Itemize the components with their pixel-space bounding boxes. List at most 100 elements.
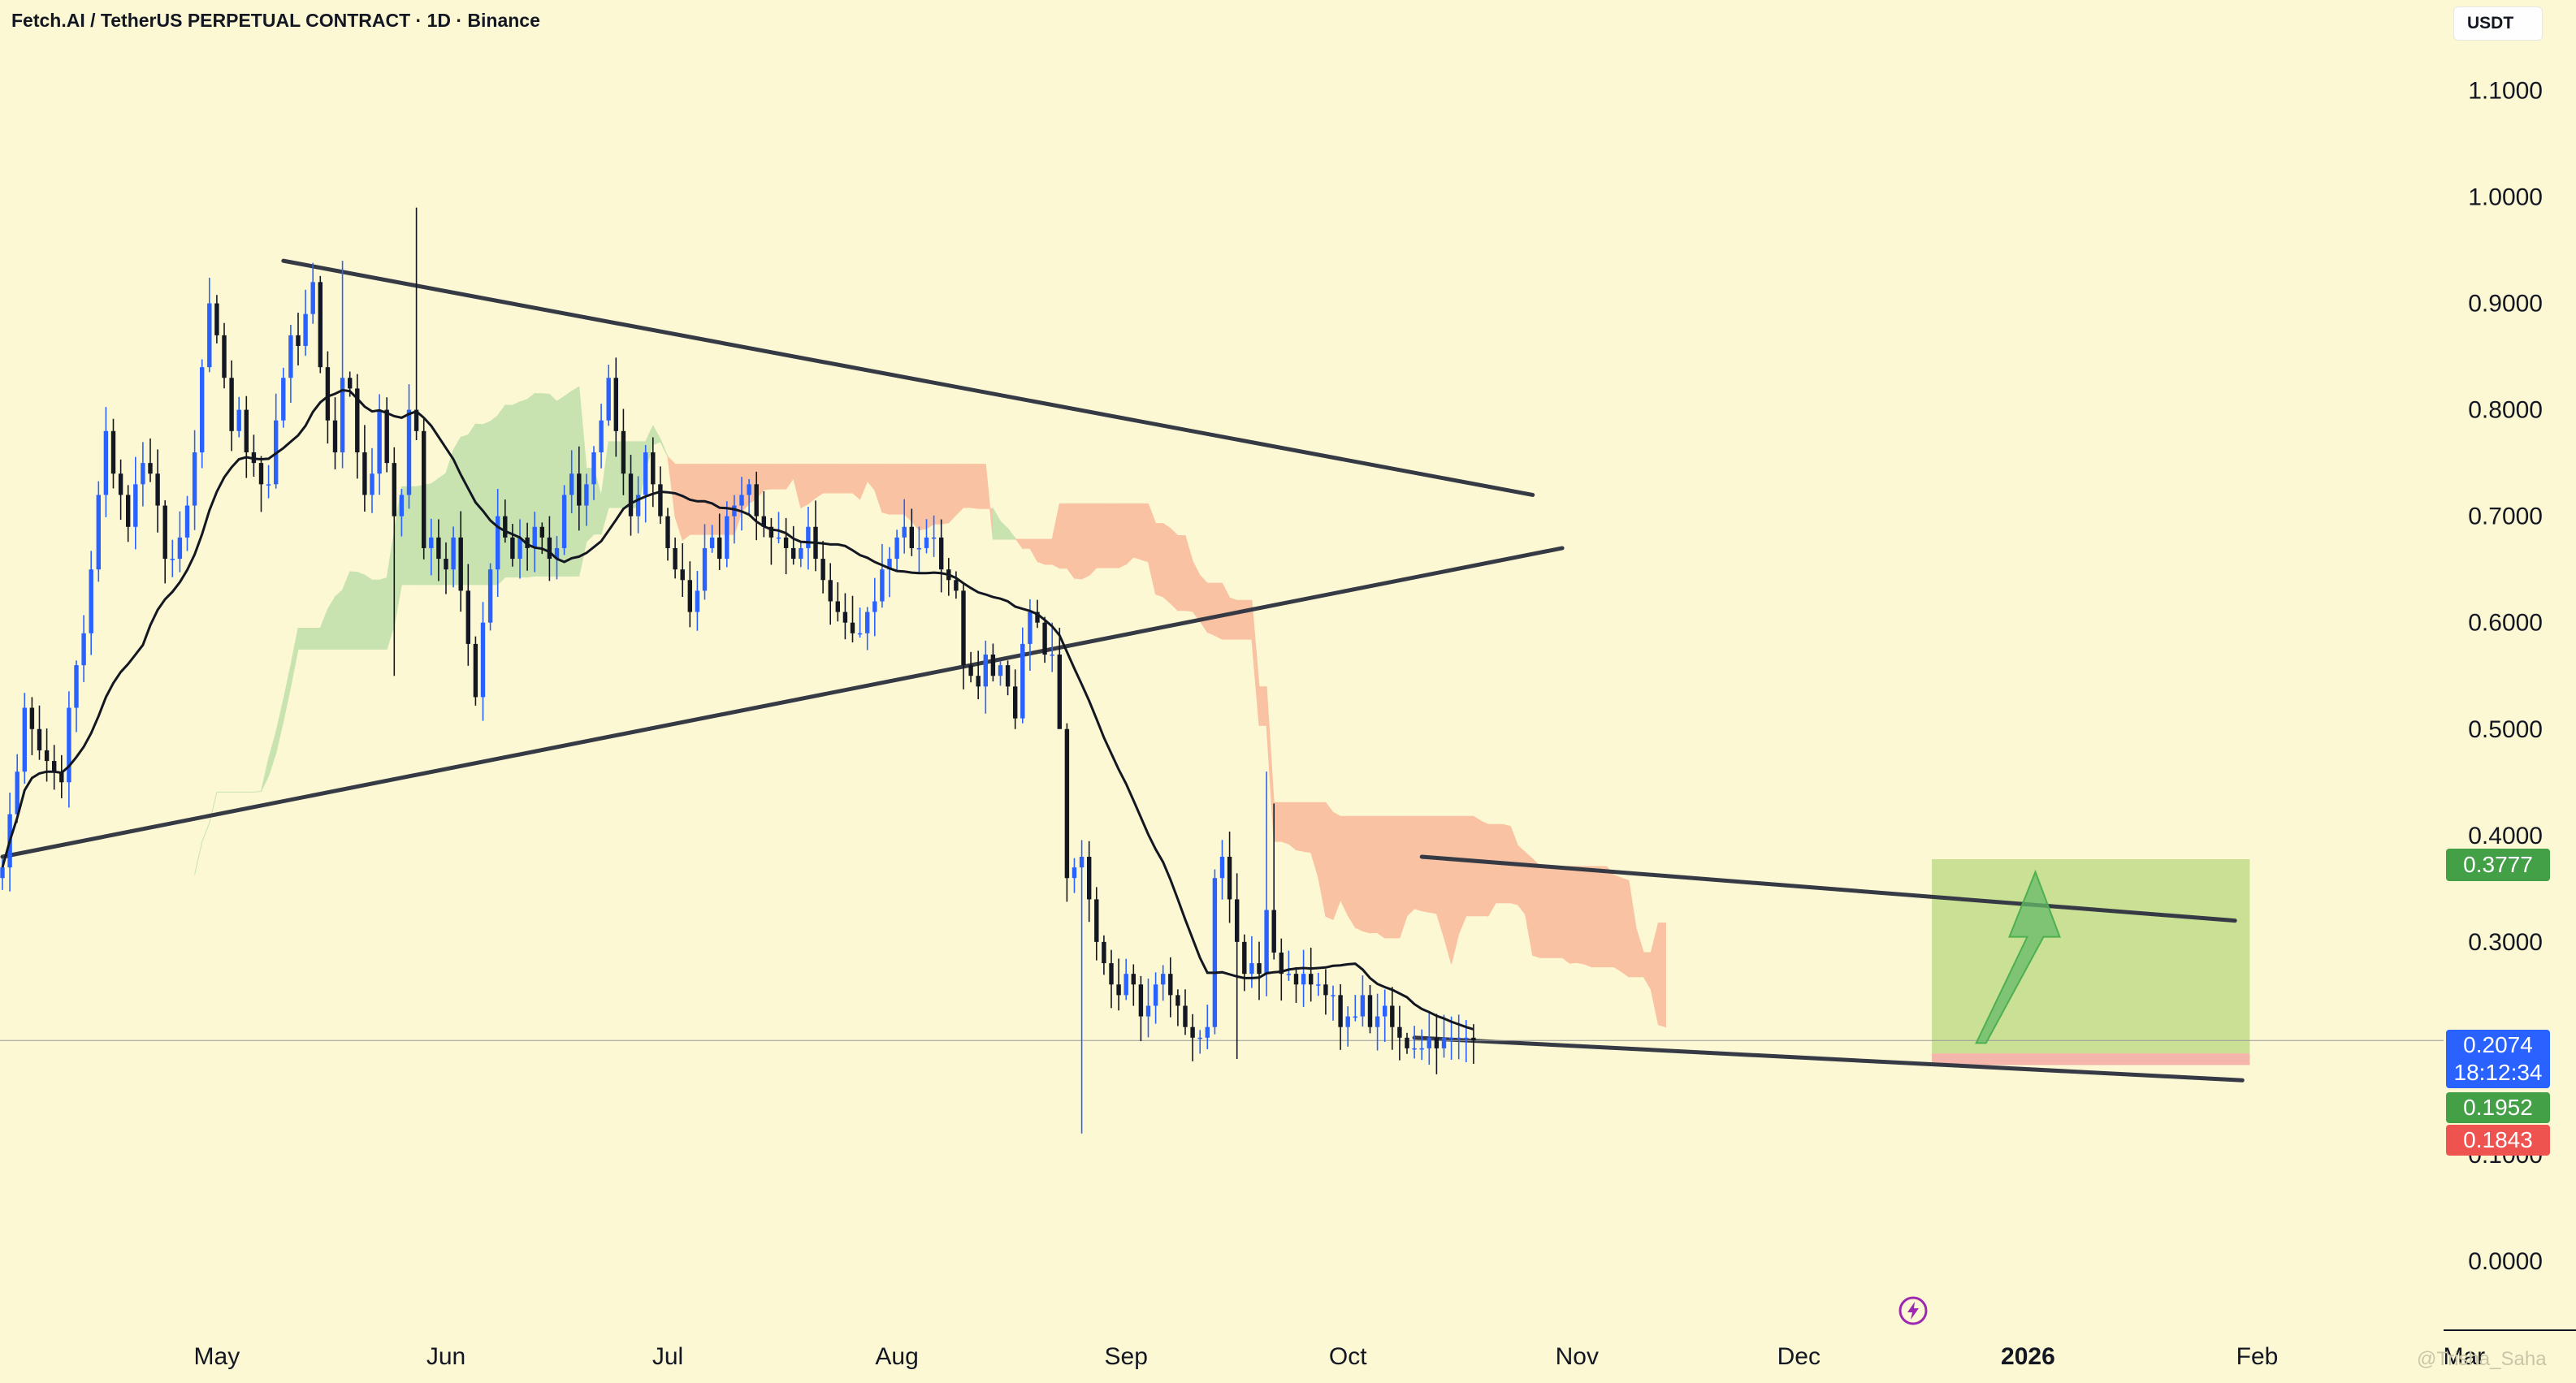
currency-selector[interactable]: USDT — [2453, 6, 2543, 41]
candle-body — [465, 590, 470, 644]
candle-body — [1131, 974, 1136, 985]
candle-body — [266, 484, 271, 486]
candle-body — [783, 537, 789, 548]
candle-body — [606, 378, 611, 421]
candle-body — [392, 463, 396, 516]
long-position-tool[interactable] — [1932, 859, 2250, 1065]
candle-body — [1020, 643, 1025, 719]
y-tick-label: 0.4000 — [2468, 823, 2543, 849]
candle-body — [665, 516, 670, 548]
cloud-segment — [800, 464, 809, 509]
time-axis[interactable]: May Jun Jul Aug Sep Oct Nov Dec 2026 Feb Mar — [194, 1343, 2486, 1370]
candle-body — [1434, 1037, 1440, 1048]
x-tick-label: Sep — [1105, 1343, 1148, 1370]
candle-body — [325, 367, 331, 421]
candle-body — [768, 526, 774, 538]
cloud-segment — [963, 464, 972, 508]
candle-body — [1412, 1048, 1417, 1050]
candle-body — [806, 526, 811, 548]
candle-body — [244, 409, 249, 453]
candle-body — [406, 409, 412, 495]
cloud-segment — [1569, 866, 1578, 964]
candle-body — [1035, 612, 1040, 623]
candle-body — [695, 590, 700, 612]
cloud-segment — [704, 464, 713, 535]
cloud-segment — [1480, 820, 1489, 917]
candle-body — [1345, 1016, 1350, 1027]
trendlines[interactable] — [0, 258, 2245, 1083]
candle-body — [732, 505, 737, 516]
lightning-bolt-icon[interactable] — [1898, 1295, 1929, 1326]
candle-body — [532, 526, 537, 548]
cloud-segment — [409, 486, 418, 586]
cloud-segment — [1089, 503, 1098, 577]
candle-body — [1109, 963, 1114, 985]
candle-body — [1094, 899, 1099, 942]
moving-average-line — [1, 388, 1474, 1031]
candle-body — [1390, 1005, 1395, 1027]
x-tick-label: Oct — [1329, 1343, 1367, 1370]
candle-body — [1338, 995, 1343, 1027]
candle-body — [835, 601, 840, 612]
cloud-segment — [305, 628, 314, 650]
cloud-segment — [371, 579, 380, 650]
candle-body — [200, 367, 205, 453]
cloud-segment — [1606, 865, 1615, 968]
cloud-segment — [1340, 815, 1349, 916]
candle-body — [547, 537, 552, 560]
candle-body — [621, 430, 626, 474]
cloud-segment — [1591, 866, 1600, 968]
candle-body — [725, 516, 730, 560]
trendline — [1419, 854, 2237, 923]
cloud-segment — [1118, 503, 1127, 568]
trendline — [281, 258, 1535, 497]
candle-body — [222, 335, 227, 378]
cloud-segment — [770, 464, 779, 490]
cloud-segment — [948, 464, 957, 524]
candle-body — [554, 547, 560, 560]
cloud-segment — [1044, 538, 1053, 565]
candle-body — [916, 547, 922, 550]
candle-body — [1013, 686, 1018, 719]
candle-body — [1323, 984, 1328, 996]
cloud-segment — [1347, 815, 1356, 929]
candle-body — [355, 388, 360, 453]
cloud-segment — [837, 464, 846, 494]
cloud-segment — [1621, 877, 1630, 978]
candle-body — [539, 526, 544, 538]
y-tick-label: 0.6000 — [2468, 610, 2543, 637]
candle-body — [673, 547, 678, 570]
candle-body — [148, 463, 153, 474]
cloud-segment — [1236, 599, 1245, 640]
candle-body — [939, 537, 944, 570]
candle-body — [902, 526, 907, 538]
candle-body — [584, 484, 589, 506]
candle-body — [487, 569, 493, 623]
cloud-segment — [1280, 802, 1289, 845]
candle-body — [177, 537, 183, 560]
candle-body — [983, 655, 988, 687]
candle-body — [162, 505, 167, 560]
candle-body — [517, 537, 522, 560]
cloud-segment — [815, 464, 824, 499]
cloud-segment — [1539, 866, 1548, 958]
candle-body — [236, 409, 241, 431]
candle-body — [1116, 984, 1121, 996]
candle-body — [214, 303, 219, 335]
candle-body — [89, 569, 93, 633]
candle-body — [118, 473, 123, 495]
cloud-segment — [1125, 503, 1134, 566]
x-tick-label: Aug — [875, 1343, 918, 1370]
candle-body — [717, 537, 722, 560]
candle-body — [569, 473, 574, 495]
candle-body — [643, 452, 648, 495]
candle-body — [747, 484, 751, 495]
candle-body — [561, 495, 567, 548]
cloud-segment — [1399, 815, 1408, 939]
candle-body — [1227, 857, 1232, 900]
candle-body — [510, 537, 515, 560]
candle-body — [1145, 1005, 1151, 1017]
candle-body — [384, 409, 389, 464]
cloud-segment — [526, 392, 535, 578]
